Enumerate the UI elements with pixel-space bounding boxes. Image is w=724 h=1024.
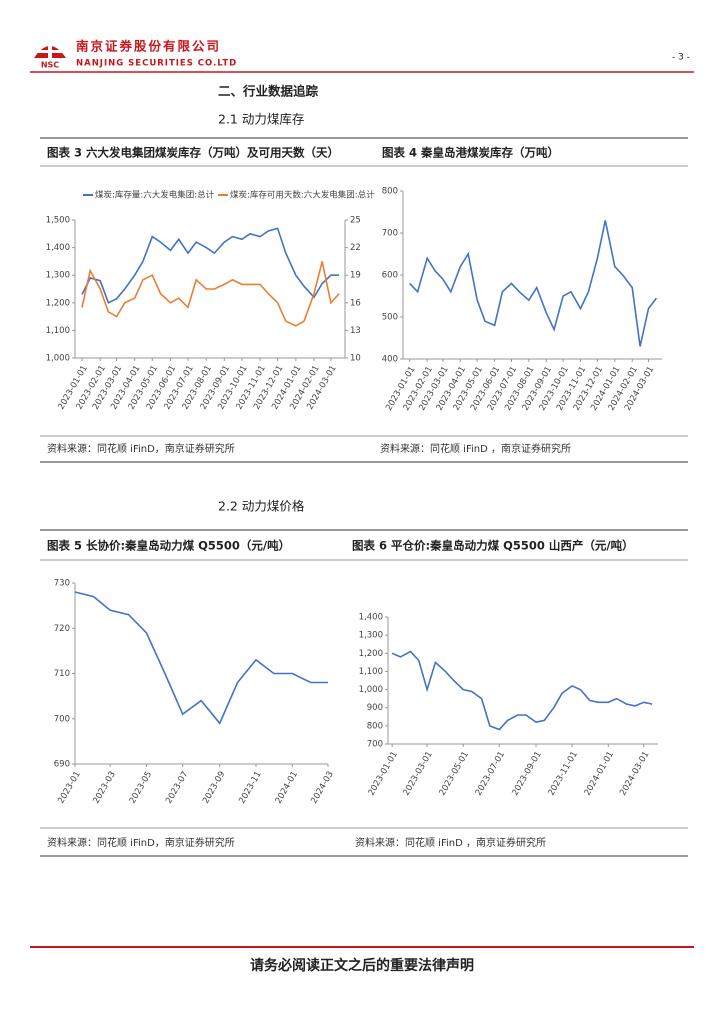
x-tick-label: 2023-11 (237, 770, 263, 806)
chart-title: 图表 6 平仓价:秦皇岛动力煤 Q5500 山西产（元/吨） (352, 539, 634, 553)
series-line (409, 220, 658, 347)
y-tick-label: 1,200 (359, 649, 383, 659)
chart-source: 资料来源：同花顺 iFinD，南京证券研究所 (47, 836, 235, 849)
legend-label: 煤炭:库存可用天数:六大发电集团:总计 (230, 190, 375, 201)
y-tick-label: 800 (367, 721, 383, 731)
chart-source: 资料来源：同花顺 iFinD，南京证券研究所 (47, 442, 235, 455)
y-tick-label: 690 (54, 760, 70, 770)
y2-tick-label: 10 (350, 354, 361, 364)
y-tick-label: 700 (54, 714, 70, 724)
logo (34, 38, 66, 58)
legend-label: 煤炭:库存量:六大发电集团:总计 (95, 190, 215, 201)
y-tick-label: 1,000 (46, 354, 70, 364)
x-tick-label: 2023-05-01 (438, 750, 471, 798)
series-line (74, 591, 328, 725)
subsection-title: 2.2 动力煤价格 (218, 499, 305, 514)
section-title: 二、行业数据追踪 (218, 84, 319, 99)
y-tick-label: 1,400 (46, 243, 70, 253)
page-number: - 3 - (672, 53, 690, 63)
x-tick-label: 2023-07-01 (474, 750, 507, 798)
y-tick-label: 1,200 (46, 298, 70, 308)
y-tick-label: 1,500 (46, 216, 70, 226)
company-name-en: NANJING SECURITIES CO.LTD (76, 59, 237, 69)
y-tick-label: 900 (367, 703, 383, 713)
chart-source: 资料来源：同花顺 iFinD ，南京证券研究所 (355, 836, 546, 849)
chart-title: 图表 3 六大发电集团煤炭库存（万吨）及可用天数（天） (47, 146, 339, 160)
chart-source: 资料来源：同花顺 iFinD ，南京证券研究所 (380, 442, 571, 455)
series-line (391, 650, 653, 731)
y-tick-label: 730 (54, 579, 70, 589)
y2-tick-label: 19 (350, 271, 361, 281)
y-tick-label: 700 (367, 740, 383, 750)
y2-tick-label: 16 (350, 298, 361, 308)
x-tick-label: 2023-03 (91, 770, 117, 806)
company-name: 南京证券股份有限公司 (76, 39, 221, 54)
footer-text: 请务必阅读正文之后的重要法律声明 (250, 957, 474, 974)
y-tick-label: 600 (382, 271, 398, 281)
x-tick-label: 2023-03-01 (401, 750, 434, 798)
y-tick-label: 500 (382, 313, 398, 323)
y2-tick-label: 22 (350, 243, 361, 253)
table-rules (40, 137, 688, 857)
chart-title: 图表 5 长协价:秦皇岛动力煤 Q5500（元/吨） (47, 539, 290, 553)
y-tick-label: 1,300 (46, 271, 70, 281)
y-tick-label: 1,100 (46, 326, 70, 336)
y-tick-label: 1,400 (359, 613, 383, 623)
x-tick-label: 2023-09-01 (510, 750, 543, 798)
x-tick-label: 2023-07 (164, 770, 190, 806)
x-tick-label: 2024-03-01 (618, 750, 651, 798)
x-tick-label: 2023-01 (56, 770, 82, 806)
y-tick-label: 710 (54, 669, 70, 679)
y-tick-label: 1,100 (359, 667, 383, 677)
logo-text: NSC (41, 61, 59, 70)
x-tick-label: 2024-01 (274, 770, 300, 806)
y-tick-label: 400 (382, 355, 398, 365)
series-line (81, 261, 340, 327)
y-tick-label: 800 (382, 187, 398, 197)
x-tick-label: 2023-11-01 (547, 750, 580, 798)
series-line (81, 227, 340, 304)
x-tick-label: 2024-03 (309, 770, 335, 806)
y-tick-label: 1,000 (359, 685, 383, 695)
y-tick-label: 720 (54, 624, 70, 634)
y2-tick-label: 13 (350, 326, 361, 336)
chart-title: 图表 4 秦皇岛港煤炭库存（万吨） (382, 146, 559, 160)
y-tick-label: 1,300 (359, 631, 383, 641)
subsection-title: 2.1 动力煤库存 (218, 112, 304, 127)
x-tick-label: 2023-05 (128, 770, 154, 806)
x-tick-label: 2023-09 (201, 770, 227, 806)
x-tick-label: 2024-01-01 (583, 750, 616, 798)
y2-tick-label: 25 (350, 216, 361, 226)
x-tick-label: 2023-01-01 (367, 750, 400, 798)
y-tick-label: 700 (382, 229, 398, 239)
